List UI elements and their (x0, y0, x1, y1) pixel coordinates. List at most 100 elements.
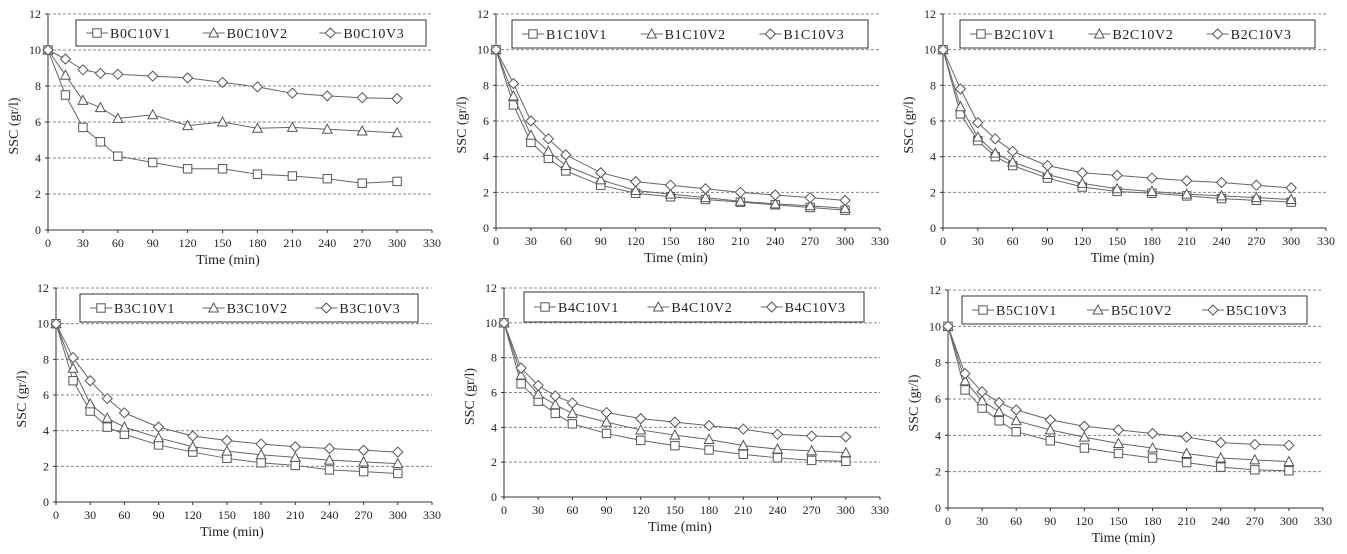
legend-label: B2C10V1 (994, 28, 1055, 43)
data-point-B0C10V1 (113, 151, 123, 161)
data-point-B5C10V3 (1112, 424, 1125, 436)
data-point-B0C10V1 (78, 122, 88, 133)
data-point-B1C10V3 (699, 183, 712, 195)
data-point-B0C10V3 (286, 87, 299, 99)
data-point-B2C10V3 (1111, 169, 1123, 182)
data-point-B1C10V3 (595, 167, 607, 179)
x-tick-label: 120 (1073, 234, 1091, 248)
legend-label: B1C10V1 (546, 28, 607, 43)
data-point-B5C10V1 (1011, 427, 1021, 437)
legend-label: B5C10V1 (996, 304, 1057, 319)
data-point-B4C10V3 (635, 412, 647, 425)
data-point-B5C10V3 (1044, 414, 1056, 426)
data-point-B4C10V3 (566, 397, 579, 409)
y-tick-label: 12 (929, 283, 941, 297)
x-tick-label: 270 (1246, 514, 1264, 528)
x-tick-label: 240 (1212, 514, 1230, 528)
data-point-B5C10V1 (1147, 453, 1158, 463)
data-point-B5C10V1 (994, 416, 1004, 426)
x-tick-label: 180 (696, 234, 714, 248)
data-point-B0C10V1 (182, 164, 193, 174)
data-point-B3C10V3 (221, 434, 233, 447)
data-point-B0C10V2 (112, 112, 124, 123)
data-point-B4C10V3 (805, 430, 818, 442)
data-point-B4C10V2 (600, 416, 613, 427)
x-tick-label: 300 (837, 503, 855, 517)
data-point-B2C10V3 (1181, 175, 1193, 187)
data-point-B4C10V1 (636, 435, 646, 446)
x-tick-label: 120 (632, 503, 650, 517)
legend-label: B0C10V1 (110, 27, 171, 42)
x-tick-label: 30 (532, 503, 544, 517)
data-point-B4C10V2 (566, 407, 578, 418)
data-point-B0C10V2 (251, 122, 264, 133)
data-point-B4C10V2 (703, 433, 715, 445)
data-point-B1C10V2 (507, 89, 520, 101)
y-tick-label: 12 (924, 7, 936, 21)
data-point-B5C10V1 (1045, 436, 1055, 446)
x-tick-label: 180 (1144, 514, 1162, 528)
x-tick-label: 240 (768, 503, 786, 517)
x-tick-label: 300 (836, 234, 854, 248)
data-point-B0C10V3 (356, 91, 368, 104)
data-point-B1C10V2 (664, 188, 677, 199)
x-tick-label: 90 (147, 236, 159, 250)
data-point-B1C10V3 (490, 43, 502, 56)
x-tick-label: 180 (252, 508, 270, 522)
data-point-B5C10V3 (1249, 438, 1261, 451)
data-point-B0C10V3 (112, 68, 124, 81)
data-point-B3C10V3 (101, 392, 113, 405)
x-tick-label: 210 (1178, 234, 1196, 248)
x-tick-label: 210 (734, 503, 752, 517)
x-tick-label: 30 (972, 234, 984, 248)
data-point-B5C10V2 (993, 405, 1005, 417)
data-point-B2C10V2 (1041, 168, 1054, 179)
data-point-B3C10V1 (290, 460, 300, 471)
x-tick-label: 300 (1282, 234, 1300, 248)
legend-label: B4C10V1 (558, 301, 619, 316)
data-point-B4C10V1 (516, 379, 526, 389)
legend-marker-B1C10V2 (646, 27, 658, 39)
x-tick-label: 330 (1317, 234, 1335, 248)
y-tick-label: 6 (483, 114, 489, 128)
data-point-B4C10V1 (738, 449, 748, 460)
data-point-B3C10V2 (101, 412, 113, 423)
data-point-B3C10V2 (255, 448, 267, 460)
data-point-B4C10V3 (515, 362, 527, 374)
data-point-B0C10V3 (42, 44, 54, 56)
x-tick-label: 120 (184, 508, 202, 522)
data-point-B0C10V1 (392, 176, 402, 187)
y-tick-label: 2 (930, 185, 936, 199)
y-tick-label: 6 (43, 388, 49, 402)
legend-marker-B2C10V2 (1093, 27, 1105, 39)
data-point-B1C10V2 (542, 145, 554, 156)
data-point-B2C10V3 (1146, 172, 1158, 184)
data-point-B2C10V2 (1250, 191, 1262, 203)
data-point-B0C10V2 (59, 69, 72, 80)
x-tick-label: 150 (214, 236, 232, 250)
legend-label: B2C10V3 (1231, 28, 1292, 43)
x-tick-label: 240 (320, 508, 338, 522)
data-point-B0C10V3 (391, 92, 403, 105)
data-point-B1C10V2 (595, 173, 607, 185)
legend-marker-B5C10V1 (978, 305, 988, 315)
data-point-B4C10V2 (669, 429, 681, 440)
x-tick-label: 0 (493, 234, 499, 248)
data-point-B3C10V2 (67, 362, 79, 373)
data-point-B0C10V2 (77, 94, 89, 105)
y-tick-label: 6 (35, 115, 41, 129)
legend-label: B1C10V2 (665, 28, 726, 43)
data-point-B3C10V1 (358, 466, 369, 477)
x-tick-label: 90 (595, 234, 607, 248)
data-point-B5C10V2 (1181, 447, 1193, 458)
x-tick-label: 60 (118, 508, 130, 522)
data-point-B3C10V2 (84, 397, 96, 409)
data-point-B3C10V3 (289, 441, 301, 453)
data-point-B0C10V2 (286, 121, 298, 132)
data-point-B1C10V2 (525, 129, 537, 140)
y-tick-label: 6 (491, 386, 497, 400)
legend-marker-B5C10V3 (1207, 304, 1219, 316)
data-point-B0C10V3 (94, 67, 107, 80)
data-point-B4C10V2 (737, 439, 749, 451)
